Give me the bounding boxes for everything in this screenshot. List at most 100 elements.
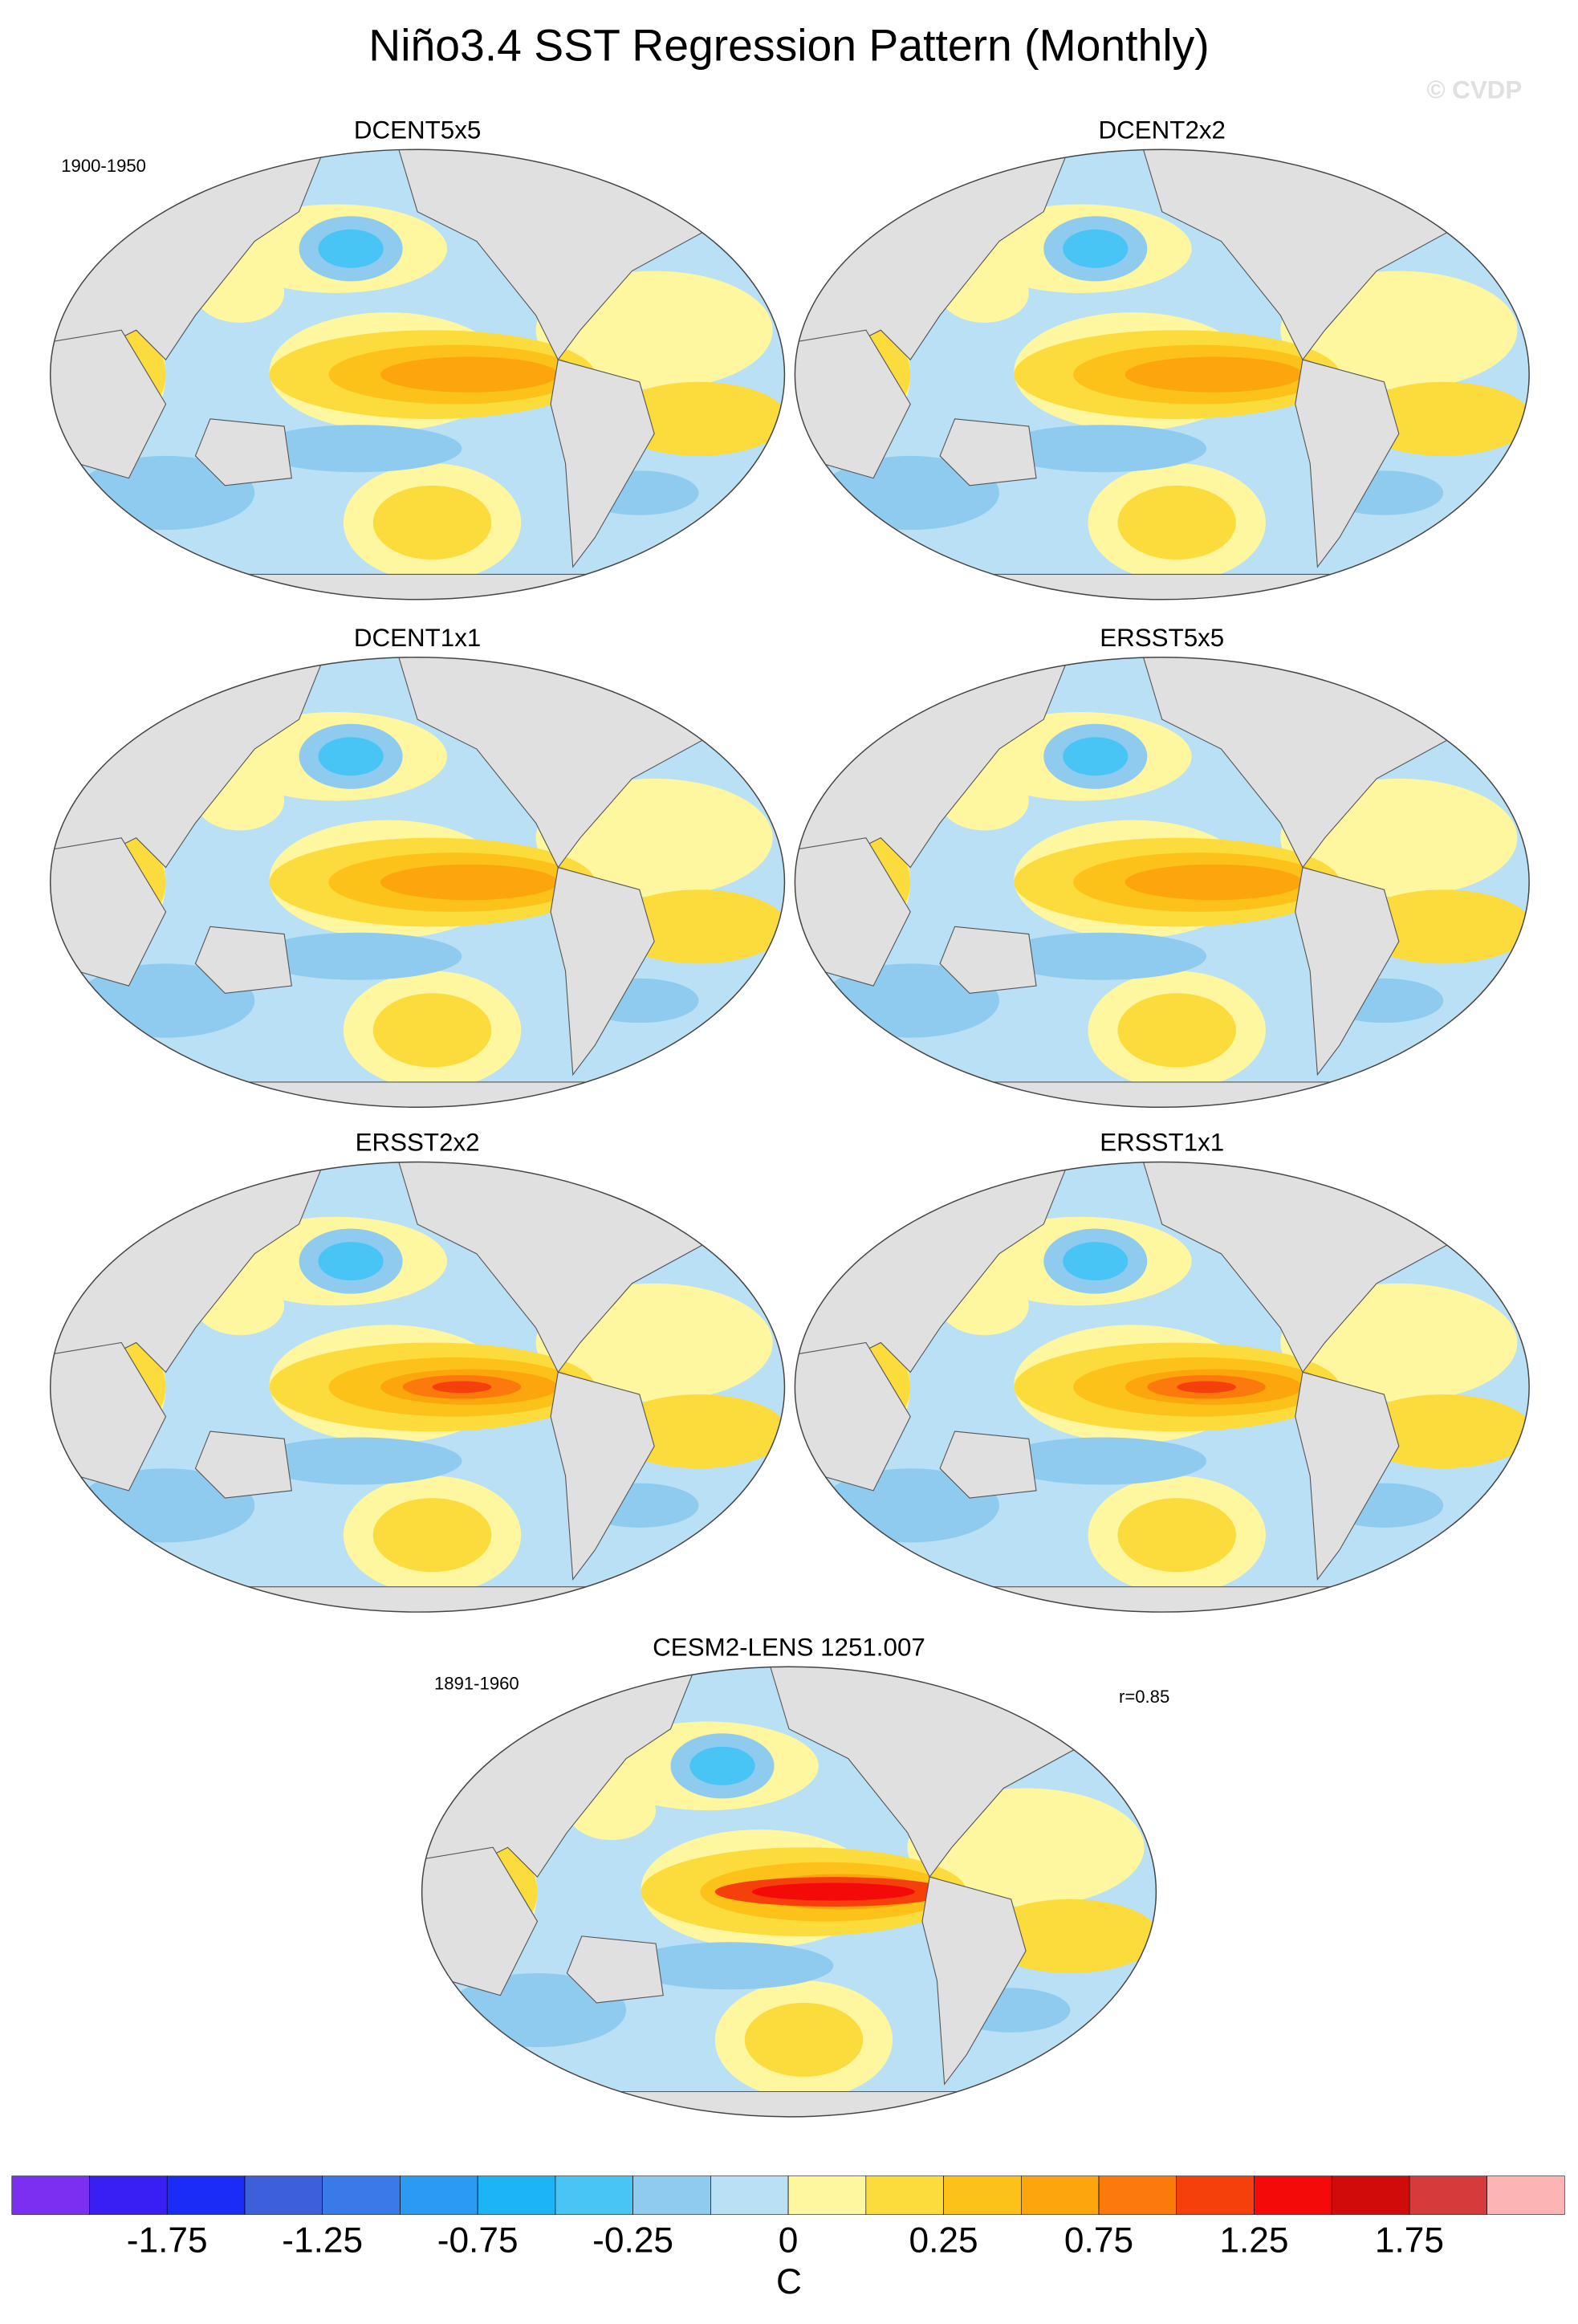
period-label: 1891-1960 (434, 1673, 519, 1693)
colorbar-box (244, 2175, 323, 2215)
anomaly (609, 1394, 785, 1469)
colorbar-label: -1.25 (282, 2220, 363, 2260)
land (865, 149, 986, 168)
colorbar-box (1409, 2175, 1487, 2215)
anomaly (744, 2002, 864, 2078)
period-label: 1900-1950 (61, 156, 146, 176)
anomaly (372, 485, 492, 560)
land (795, 573, 1530, 600)
map-border (49, 149, 786, 600)
anomaly (689, 1746, 755, 1785)
map-border (794, 1161, 1530, 1613)
colorbar-box (477, 2175, 556, 2215)
watermark: © CVDP (1426, 76, 1522, 104)
land (550, 1371, 655, 1581)
anomaly (380, 356, 559, 393)
map-border (49, 1161, 786, 1613)
colorbar-label: 1.25 (1219, 2220, 1288, 2260)
anomaly (751, 1882, 915, 1901)
colorbar-label: 1.75 (1375, 2220, 1444, 2260)
colorbar-label: -0.75 (437, 2220, 519, 2260)
anomaly (432, 1381, 492, 1394)
anomaly (1354, 1394, 1530, 1469)
colorbar-box (1486, 2175, 1565, 2215)
anomaly (981, 1899, 1157, 1973)
panel-title: CESM2-LENS 1251.007 (653, 1633, 925, 1661)
land (194, 1431, 292, 1499)
colorbar-box (1020, 2175, 1100, 2215)
anomaly (1125, 356, 1303, 393)
colorbar-box (943, 2175, 1022, 2215)
colorbar-box (1176, 2175, 1255, 2215)
map (421, 1667, 1157, 2117)
anomaly (1177, 1381, 1236, 1394)
anomaly (998, 932, 1207, 980)
anomaly (1125, 864, 1303, 901)
panel-title: ERSST2x2 (356, 1129, 480, 1157)
anomaly (626, 1942, 834, 1990)
colorbar-box (710, 2175, 789, 2215)
land (550, 359, 655, 568)
anomaly (318, 229, 384, 268)
land (1295, 359, 1400, 568)
anomaly (998, 425, 1207, 473)
anomaly (1354, 381, 1530, 456)
colorbar-box (1254, 2175, 1332, 2215)
anomaly (372, 1498, 492, 1573)
map (795, 1162, 1530, 1613)
land (566, 1935, 664, 2004)
land (421, 2090, 1157, 2117)
land (120, 657, 241, 676)
anomaly (1117, 485, 1236, 560)
colorbar-box (787, 2175, 867, 2215)
map-border (49, 656, 786, 1109)
anomaly (609, 889, 785, 964)
colorbar-label: -1.75 (127, 2220, 208, 2260)
colorbar-label: -0.25 (592, 2220, 673, 2260)
panel-title: ERSST1x1 (1100, 1129, 1224, 1157)
land (194, 926, 292, 994)
anomaly (998, 1437, 1207, 1485)
land (50, 573, 785, 600)
land (1295, 1371, 1400, 1581)
anomaly (1063, 1242, 1129, 1281)
anomaly (1063, 737, 1129, 776)
land (550, 866, 655, 1077)
colorbar-box (555, 2175, 633, 2215)
panel-title: DCENT1x1 (354, 624, 481, 652)
anomaly (318, 1242, 384, 1281)
anomaly (1117, 1498, 1236, 1573)
colorbar-box (89, 2175, 168, 2215)
land (865, 657, 986, 676)
map (50, 1162, 785, 1613)
colorbar-box (322, 2175, 401, 2215)
correlation-label: r=0.85 (1119, 1687, 1169, 1707)
anomaly (254, 932, 462, 980)
map (795, 149, 1530, 600)
anomaly (372, 993, 492, 1068)
anomaly (254, 1437, 462, 1485)
colorbar-box (865, 2175, 944, 2215)
colorbar-box (1098, 2175, 1177, 2215)
land (865, 1162, 986, 1181)
map (50, 149, 785, 600)
colorbar-box (1331, 2175, 1410, 2215)
land (194, 418, 292, 486)
anomaly (1354, 889, 1530, 964)
anomaly (609, 381, 785, 456)
panel-title: ERSST5x5 (1100, 624, 1224, 652)
colorbar-label: 0.75 (1064, 2220, 1133, 2260)
anomaly (380, 864, 559, 901)
colorbar-box (400, 2175, 478, 2215)
map (50, 657, 785, 1108)
colorbar-box (11, 2175, 90, 2215)
panel-title: DCENT2x2 (1099, 116, 1226, 144)
panel-title: DCENT5x5 (354, 116, 481, 144)
colorbar-box (632, 2175, 711, 2215)
colorbar-box (166, 2175, 246, 2215)
map-border (794, 656, 1530, 1109)
land (120, 1162, 241, 1181)
land (939, 1431, 1037, 1499)
colorbar-label: 0.25 (909, 2220, 978, 2260)
